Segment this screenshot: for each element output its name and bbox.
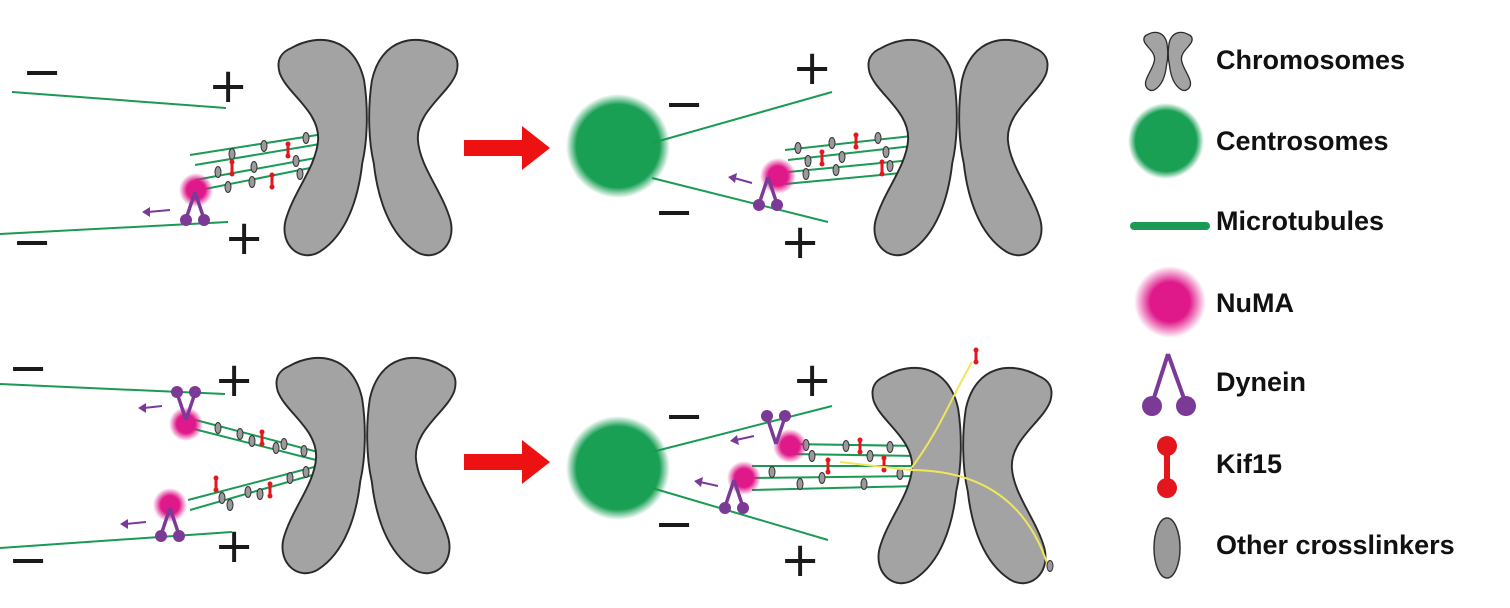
minus-sign: − [12, 214, 52, 270]
plus-sign: + [792, 352, 832, 408]
transition-arrow-top [464, 126, 550, 170]
minus-sign: − [654, 184, 694, 240]
dynein-icon [1142, 353, 1196, 416]
plus-sign: + [214, 518, 254, 574]
minus-sign: − [664, 76, 704, 132]
transition-arrow-bottom [464, 440, 550, 484]
plus-sign: + [792, 40, 832, 96]
panel-bottom-left [0, 356, 457, 575]
plus-sign: + [214, 352, 254, 408]
plus-sign: + [208, 58, 248, 114]
legend-label-centrosomes: Centrosomes [1216, 126, 1389, 156]
legend-label-dynein: Dynein [1216, 367, 1307, 397]
legend-label-other-crosslinkers: Other crosslinkers [1216, 530, 1455, 560]
legend-label-microtubules: Microtubules [1216, 206, 1385, 236]
panel-bottom-right [566, 346, 1054, 585]
legend-label-numa: NuMA [1216, 288, 1294, 318]
plus-sign: + [224, 210, 264, 266]
crosslinker-icon [1153, 517, 1181, 579]
minus-sign: − [22, 44, 62, 100]
legend [1128, 31, 1210, 579]
minus-sign: − [664, 388, 704, 444]
numa-icon [1134, 266, 1206, 338]
legend-label-kif15: Kif15 [1216, 449, 1283, 479]
plus-sign: + [780, 532, 820, 588]
legend-label-chromosomes: Chromosomes [1216, 45, 1406, 75]
minus-sign: − [654, 496, 694, 552]
panel-top-left [0, 38, 459, 257]
chromosome-icon [1143, 31, 1193, 92]
panel-top-right [566, 38, 1049, 257]
plus-sign: + [780, 214, 820, 270]
minus-sign: − [8, 340, 48, 396]
centrosome-bottom [566, 416, 670, 520]
centrosome-top [566, 94, 670, 198]
kif15-icon [1157, 436, 1177, 498]
centrosome-icon [1128, 103, 1204, 179]
minus-sign: − [8, 532, 48, 588]
